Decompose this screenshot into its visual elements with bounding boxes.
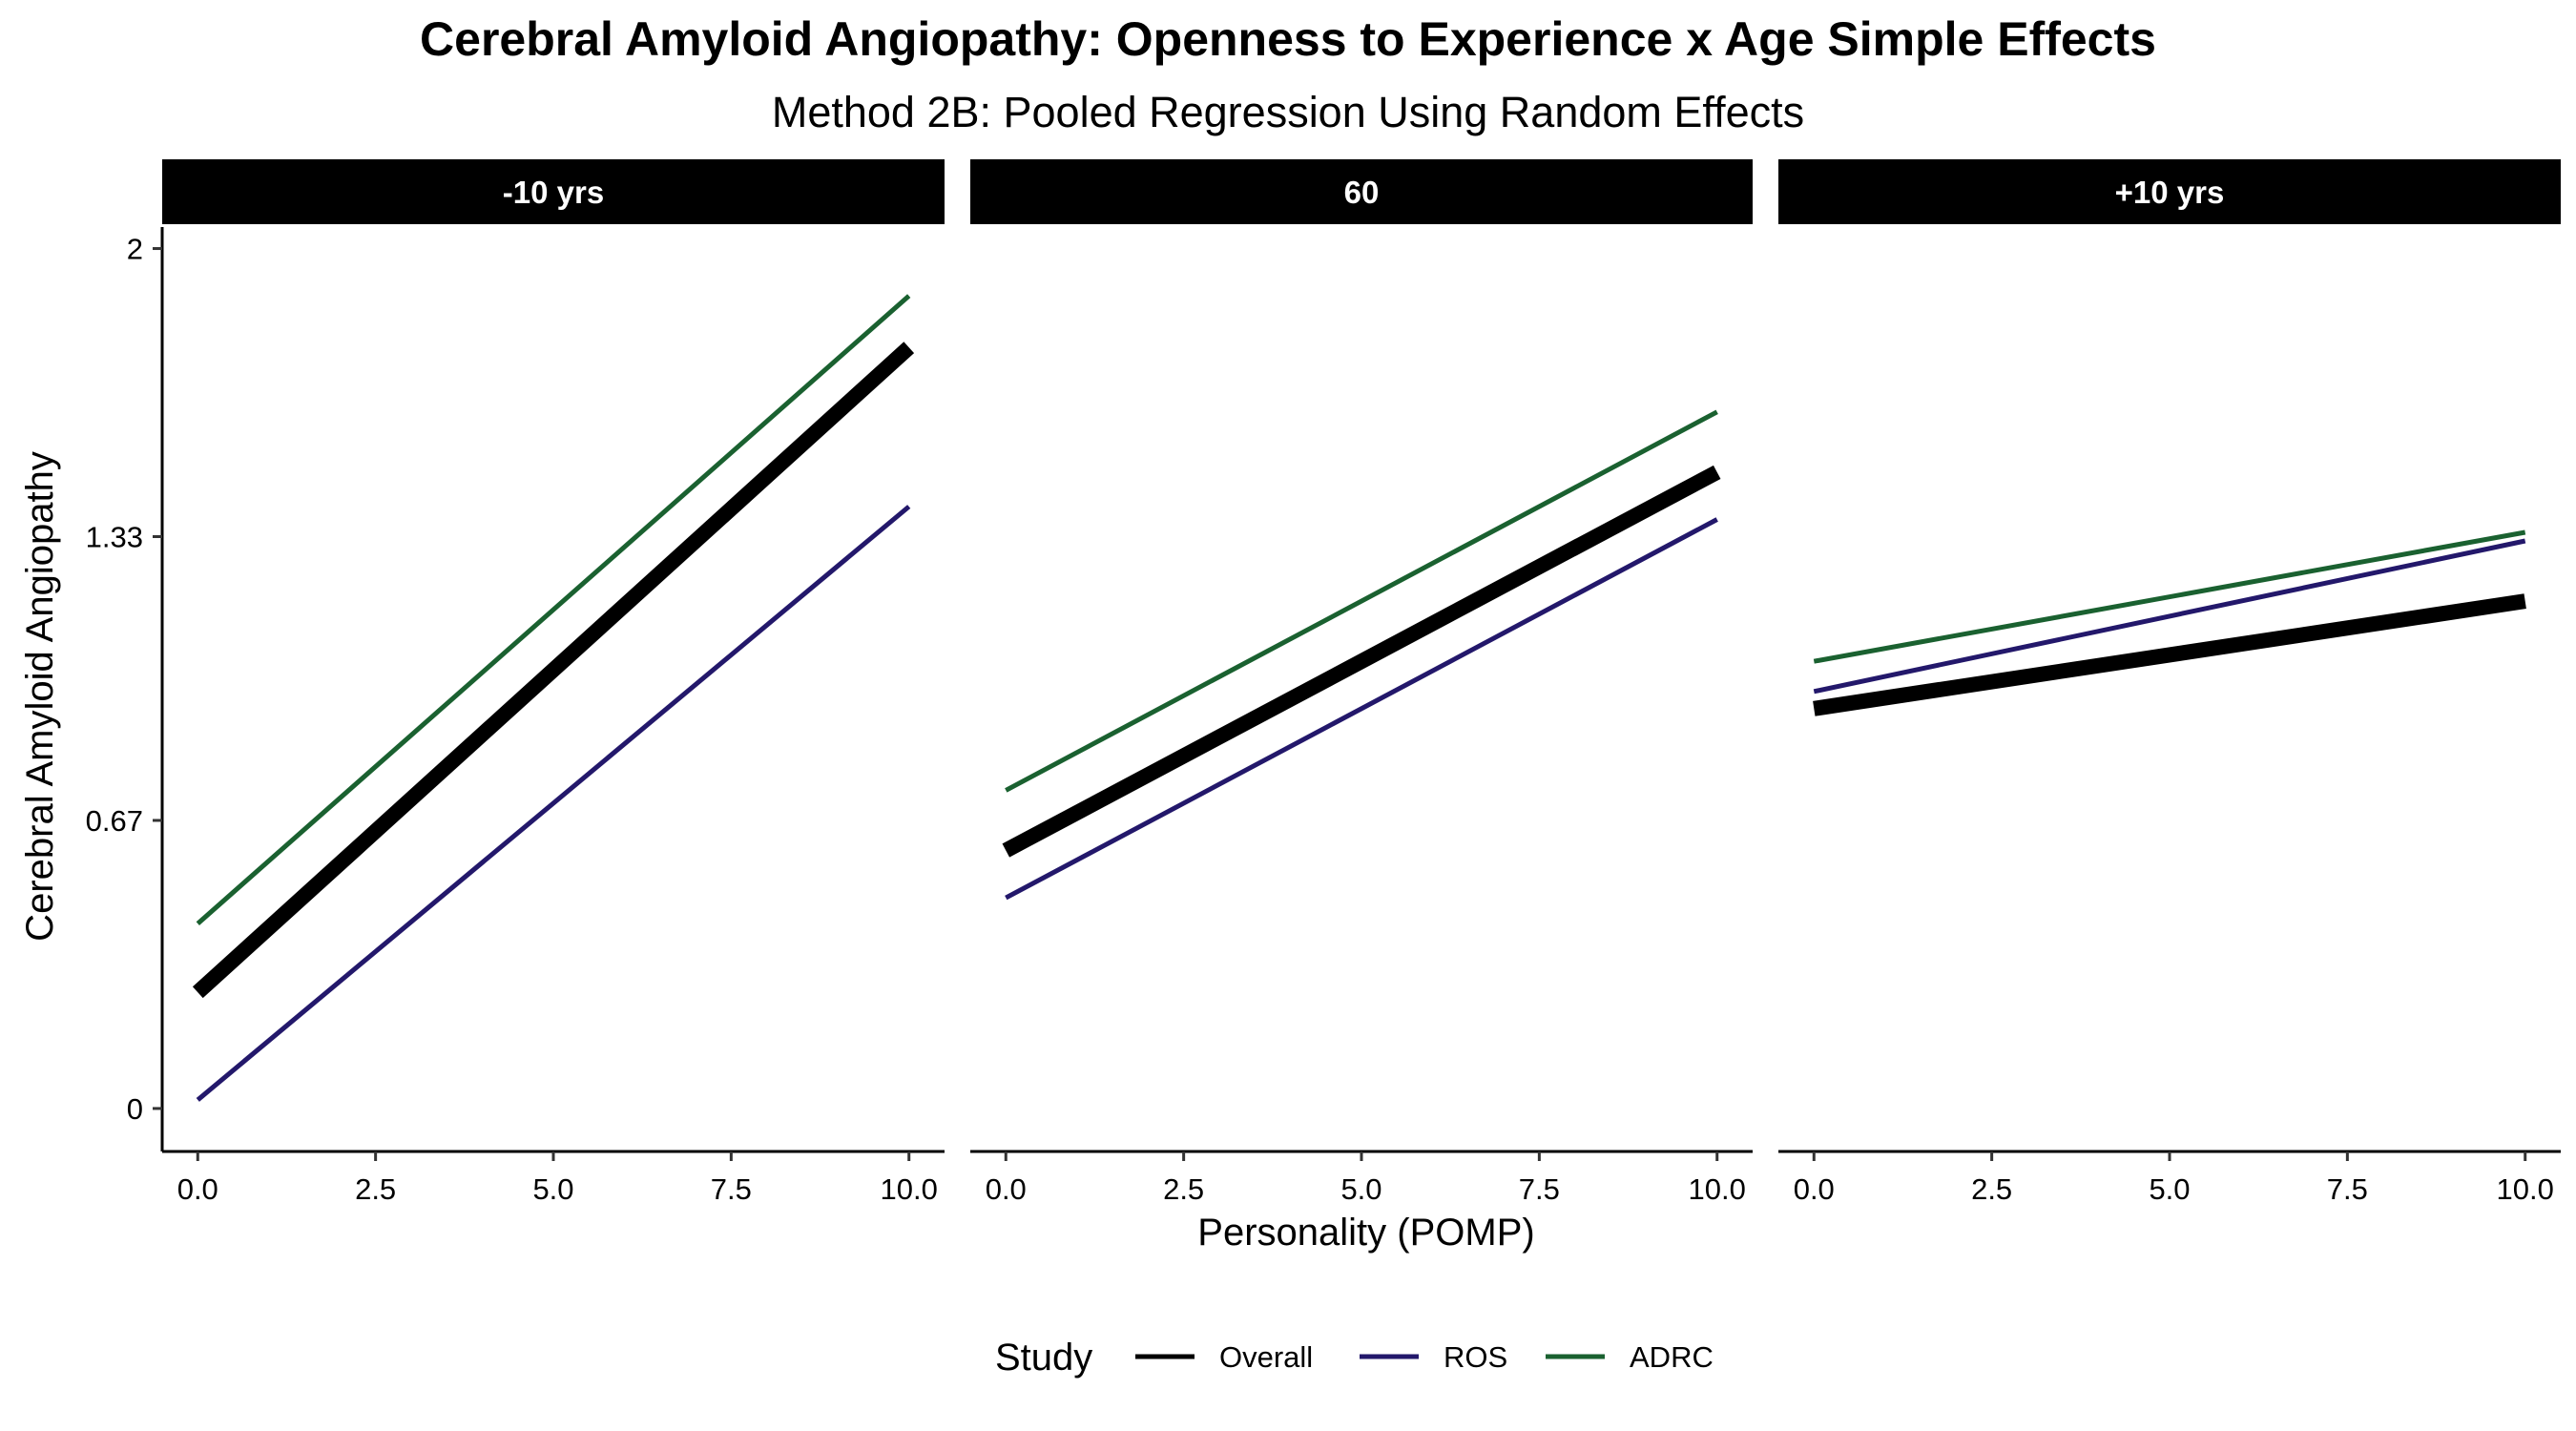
y-axis-title: Cerebral Amyloid Angiopathy [19,451,61,942]
chart-subtitle: Method 2B: Pooled Regression Using Rando… [772,88,1804,136]
x-axis-title: Personality (POMP) [1197,1212,1534,1254]
panel-strip [1778,159,2561,224]
panel: 60 0.0 2.5 5.0 7.5 10.0 [970,159,1753,1206]
panel-strip-label: 60 [1344,175,1380,210]
x-tick-label: 2.5 [1163,1172,1204,1206]
y-tick-label: 1.33 [86,521,143,554]
y-tick-label: 0.67 [86,804,143,838]
legend-label-adrc: ADRC [1630,1340,1714,1374]
x-tick-label: 10.0 [881,1172,938,1206]
y-tick-label: 0 [127,1092,143,1126]
series-line-overall [192,342,915,999]
legend-label-ros: ROS [1444,1340,1507,1374]
panel-strip-label: +10 yrs [2115,175,2225,210]
series-line-ros [1813,538,2526,695]
series-line-adrc [196,294,911,925]
chart-title: Cerebral Amyloid Angiopathy: Openness to… [420,12,2156,66]
series-line-overall [1002,465,1721,858]
x-tick-label: 5.0 [532,1172,573,1206]
series-line-adrc [1813,529,2526,664]
x-tick-label: 10.0 [1689,1172,1746,1206]
x-tick-label: 2.5 [1971,1172,2012,1206]
legend-title: Study [995,1337,1092,1379]
x-tick-label: 7.5 [1519,1172,1560,1206]
series-line-ros [196,505,911,1102]
panel-strip [970,159,1753,224]
series-line-adrc [1005,409,1718,793]
x-tick-label: 10.0 [2497,1172,2554,1206]
y-axis: 0 0.67 1.33 2 [86,227,164,1151]
x-tick-label: 0.0 [177,1172,218,1206]
x-tick-label: 5.0 [1340,1172,1381,1206]
y-tick-label: 2 [127,233,143,266]
x-tick-label: 0.0 [986,1172,1027,1206]
x-tick-label: 7.5 [711,1172,752,1206]
panel-strip-label: -10 yrs [503,175,604,210]
x-tick-label: 7.5 [2327,1172,2368,1206]
series-line-ros [1005,517,1718,901]
x-tick-label: 0.0 [1794,1172,1835,1206]
x-tick-label: 5.0 [2149,1172,2190,1206]
panel-strip [162,159,945,224]
series-line-overall [1813,593,2526,716]
legend: Study Overall ROS ADRC [995,1337,1714,1379]
panel: -10 yrs 0.0 2.5 5.0 7.5 10.0 [162,159,945,1206]
legend-label-overall: Overall [1219,1340,1313,1374]
panel: +10 yrs 0.0 2.5 5.0 7.5 10.0 [1778,159,2561,1206]
panels: -10 yrs 0.0 2.5 5.0 7.5 10.0 60 0.0 2.5 5.0 7.5 10.… [162,159,2561,1206]
x-tick-label: 2.5 [355,1172,396,1206]
